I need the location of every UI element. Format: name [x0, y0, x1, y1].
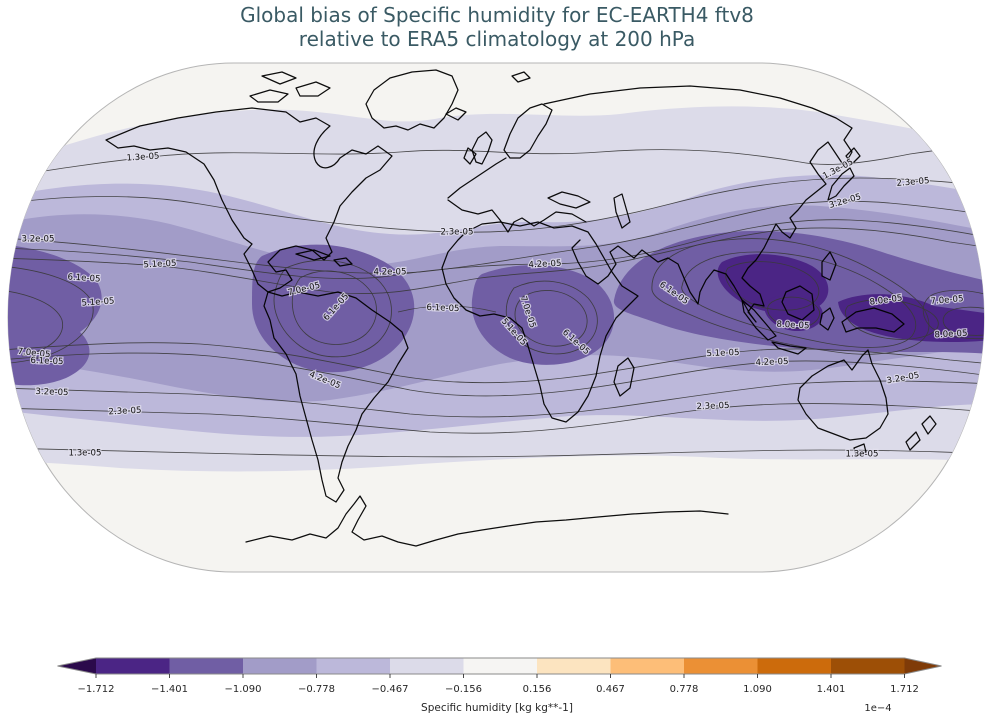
- fill-band-5-group: [717, 254, 984, 342]
- colorbar-segment: [390, 658, 464, 674]
- colorbar-tick-label: −0.778: [298, 684, 335, 695]
- contour-label: 2.3e-05: [108, 406, 141, 418]
- contour-label: 7.0e-05: [17, 347, 51, 360]
- contour-label: 8.0e-05: [776, 320, 809, 332]
- contour-label: 5.1e-05: [706, 348, 739, 359]
- contour-label: 4.2e-05: [755, 357, 788, 368]
- world-map: 1.3e-05 1.3e-05 2.3e-05 3.2e-05 2.3e-05 3.2e-…: [7, 62, 985, 573]
- colorbar-segment: [96, 658, 170, 674]
- contour-label: 5.1e-05: [143, 259, 176, 271]
- contour-label: 4.2e-05: [374, 268, 407, 278]
- colorbar-extend-left: [57, 658, 96, 674]
- colorbar-segment: [537, 658, 611, 674]
- colorbar-segment: [316, 658, 390, 674]
- colorbar-segment: [169, 658, 243, 674]
- colorbar-segment: [831, 658, 905, 674]
- contour-label: 1.3e-05: [69, 449, 102, 459]
- colorbar-tick-label: −0.156: [445, 684, 482, 695]
- colorbar-tick-label: 1.712: [890, 684, 919, 695]
- colorbar-tick-label: −1.401: [151, 684, 188, 695]
- colorbar-segment: [684, 658, 758, 674]
- colorbar-tick-label: 0.778: [670, 684, 699, 695]
- fill-band-4: [8, 244, 102, 386]
- colorbar-segment: [757, 658, 831, 674]
- colorbar-tick-label: 0.156: [523, 684, 552, 695]
- colorbar-tick-label: 1.090: [743, 684, 772, 695]
- contour-label: 2.3e-05: [896, 176, 930, 189]
- page-title: Global bias of Specific humidity for EC-…: [240, 3, 754, 27]
- contour-label: 6.1e-05: [67, 272, 101, 284]
- colorbar-segment: [243, 658, 317, 674]
- colorbar-offset-label: 1e−4: [864, 703, 891, 714]
- contour-label: 3.2e-05: [22, 235, 55, 245]
- colorbar-tick-label: −0.467: [371, 684, 408, 695]
- colorbar-segment: [463, 658, 537, 674]
- colorbar-label: Specific humidity [kg kg**-1]: [421, 702, 573, 714]
- contour-label: 2.3e-05: [696, 401, 729, 412]
- fill-band-5: [838, 294, 984, 342]
- colorbar-tick-label: −1.712: [77, 684, 114, 695]
- colorbar: −1.712 −1.401 −1.090 −0.778 −0.467 −0.156 0.15…: [57, 657, 942, 714]
- contour-label: 1.3e-05: [846, 450, 879, 460]
- fill-band-5: [764, 295, 823, 332]
- contour-label: 6.1e-05: [30, 356, 63, 367]
- contour-label: 8.0e-05: [934, 329, 967, 341]
- colorbar-tick-label: 1.401: [817, 684, 846, 695]
- contour-label: 4.2e-05: [528, 259, 561, 271]
- colorbar-body: [57, 657, 942, 675]
- colorbar-extend-right: [904, 658, 942, 674]
- contour-lines: [8, 145, 984, 458]
- contour-label: 1.3e-05: [126, 151, 160, 163]
- contour-label: 6.1e-05: [426, 303, 459, 314]
- colorbar-tick-label: −1.090: [224, 684, 261, 695]
- colorbar-ticks: −1.712 −1.401 −1.090 −0.778 −0.467 −0.156 0.15…: [77, 674, 919, 695]
- contour-label: 3.2e-05: [35, 387, 68, 398]
- contour-label: 2.3e-05: [441, 228, 474, 238]
- colorbar-tick-label: 0.467: [596, 684, 625, 695]
- contour-label: 7.0e-05: [930, 294, 964, 307]
- colorbar-segment: [610, 658, 684, 674]
- page-subtitle: relative to ERA5 climatology at 200 hPa: [299, 27, 695, 51]
- contour-label: 5.1e-05: [81, 296, 115, 308]
- coastlines: [105, 69, 937, 547]
